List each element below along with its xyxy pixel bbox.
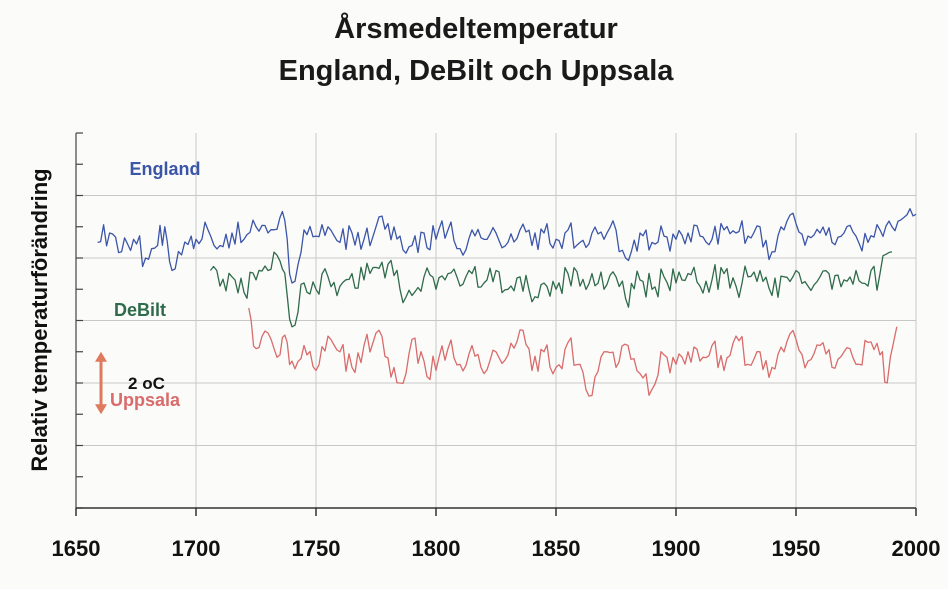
x-tick-label: 1750 [292,536,341,561]
series-label-uppsala: Uppsala [110,390,181,410]
series-label-debilt: DeBilt [114,300,166,320]
y-axis-label: Relativ temperaturförändring [27,168,52,471]
scale-bar-arrow-head-down [95,404,107,415]
series-lines [97,208,917,397]
x-tick-label: 1900 [652,536,701,561]
x-tick-label: 1650 [52,536,101,561]
series-line-uppsala [248,307,898,397]
series-line-debilt [209,251,893,328]
x-tick-label: 1850 [532,536,581,561]
series-labels: England DeBilt Uppsala [110,159,201,410]
scale-bar: 2 oC [95,351,165,415]
x-axis: 1650 1700 1750 1800 1850 1900 1950 2000 [52,507,941,561]
chart-subtitle: England, DeBilt och Uppsala [279,55,675,87]
series-label-england: England [130,159,201,179]
x-tick-label: 1800 [412,536,461,561]
x-tick-label: 1950 [772,536,821,561]
x-tick-label: 2000 [892,536,941,561]
scale-bar-unit: oC [142,374,165,393]
scale-bar-arrow-head-up [95,351,107,362]
chart-title: Årsmedeltemperatur [334,12,618,45]
x-tick-label: 1700 [172,536,221,561]
scale-bar-label: 2 oC [128,374,165,393]
series-line-england [97,208,917,284]
grid [75,132,917,509]
